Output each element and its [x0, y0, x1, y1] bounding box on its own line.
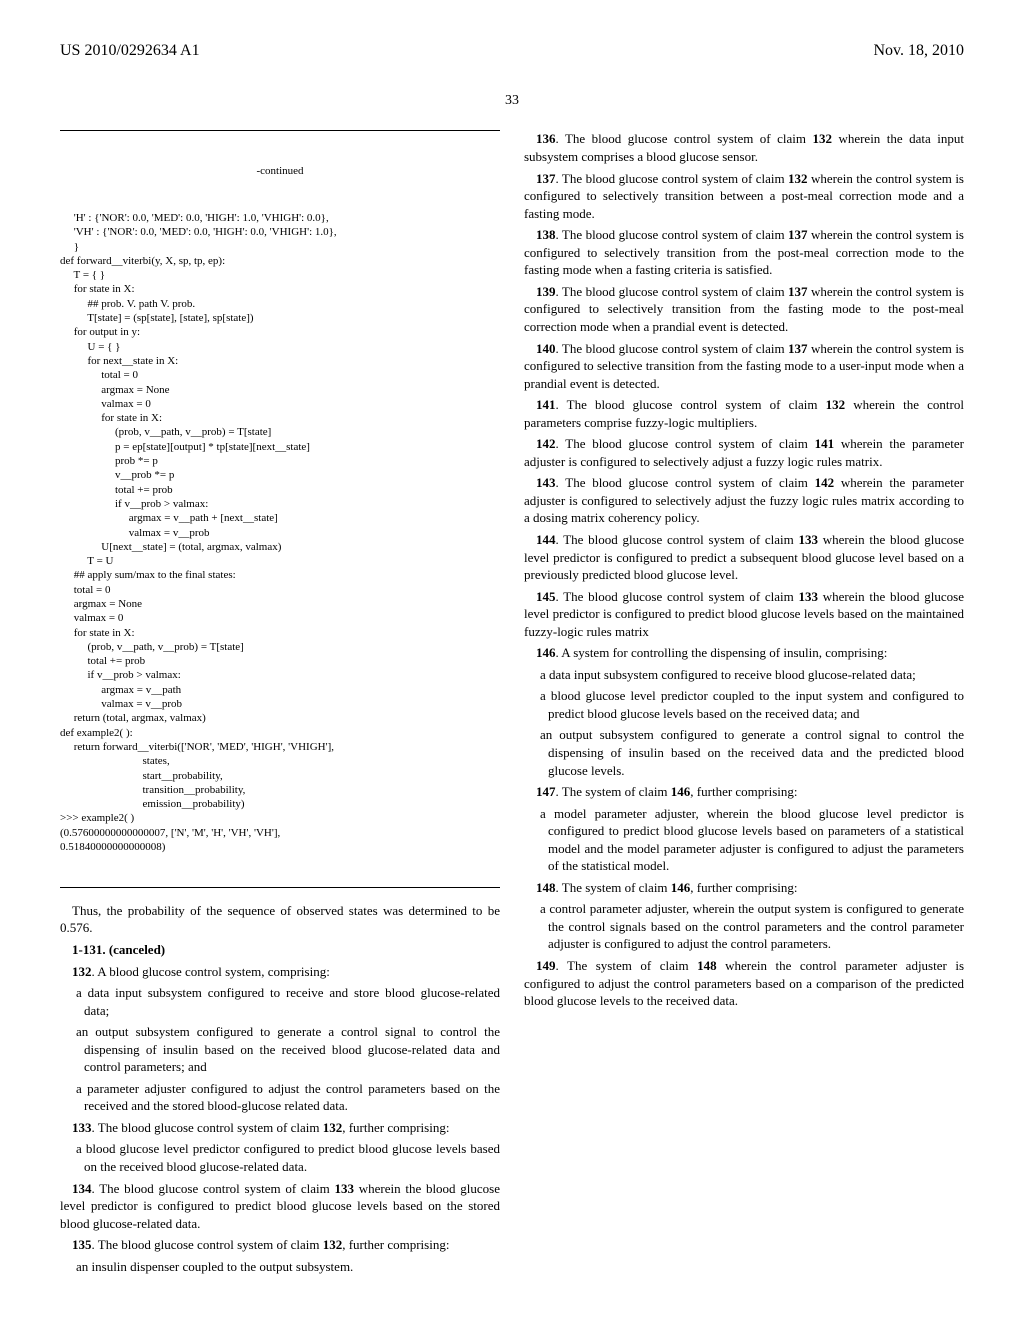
claim-138: 138. The blood glucose control system of…: [524, 226, 964, 279]
claim-137: 137. The blood glucose control system of…: [524, 170, 964, 223]
claim-136: 136. The blood glucose control system of…: [524, 130, 964, 165]
claim-148-sub-a: a control parameter adjuster, wherein th…: [524, 900, 964, 953]
claim-146-lead: 146. A system for controlling the dispen…: [524, 644, 964, 662]
claim-148-lead: 148. The system of claim 146, further co…: [524, 879, 964, 897]
claim-132-sub-b: an output subsystem configured to genera…: [60, 1023, 500, 1076]
claim-132-sub-c: a parameter adjuster configured to adjus…: [60, 1080, 500, 1115]
claim-1-131: 1-131. (canceled): [60, 941, 500, 959]
left-column: -continued 'H' : {'NOR': 0.0, 'MED': 0.0…: [60, 130, 500, 1279]
claim-144: 144. The blood glucose control system of…: [524, 531, 964, 584]
claim-147-lead: 147. The system of claim 146, further co…: [524, 783, 964, 801]
claim-145: 145. The blood glucose control system of…: [524, 588, 964, 641]
claim-146-sub-c: an output subsystem configured to genera…: [524, 726, 964, 779]
claim-147-sub-a: a model parameter adjuster, wherein the …: [524, 805, 964, 875]
claim-135-sub-a: an insulin dispenser coupled to the outp…: [60, 1258, 500, 1276]
two-column-layout: -continued 'H' : {'NOR': 0.0, 'MED': 0.0…: [60, 130, 964, 1279]
code-listing: -continued 'H' : {'NOR': 0.0, 'MED': 0.0…: [60, 130, 500, 887]
claim-135-lead: 135. The blood glucose control system of…: [60, 1236, 500, 1254]
claim-132-sub-a: a data input subsystem configured to rec…: [60, 984, 500, 1019]
claim-143: 143. The blood glucose control system of…: [524, 474, 964, 527]
publication-date: Nov. 18, 2010: [873, 40, 964, 62]
claim-133-sub-a: a blood glucose level predictor configur…: [60, 1140, 500, 1175]
conclusion-text: Thus, the probability of the sequence of…: [60, 902, 500, 937]
right-column: 136. The blood glucose control system of…: [524, 130, 964, 1279]
claim-132-lead: 132. A blood glucose control system, com…: [60, 963, 500, 981]
claim-140: 140. The blood glucose control system of…: [524, 340, 964, 393]
claim-146-sub-a: a data input subsystem configured to rec…: [524, 666, 964, 684]
claim-141: 141. The blood glucose control system of…: [524, 396, 964, 431]
claim-139: 139. The blood glucose control system of…: [524, 283, 964, 336]
continued-label: -continued: [60, 164, 500, 182]
page-header: US 2010/0292634 A1 Nov. 18, 2010: [60, 40, 964, 62]
page-number: 33: [60, 92, 964, 111]
publication-number: US 2010/0292634 A1: [60, 40, 200, 62]
claim-142: 142. The blood glucose control system of…: [524, 435, 964, 470]
claim-134: 134. The blood glucose control system of…: [60, 1180, 500, 1233]
claim-146-sub-b: a blood glucose level predictor coupled …: [524, 687, 964, 722]
code-body: 'H' : {'NOR': 0.0, 'MED': 0.0, 'HIGH': 1…: [60, 211, 500, 854]
claim-149: 149. The system of claim 148 wherein the…: [524, 957, 964, 1010]
claim-133-lead: 133. The blood glucose control system of…: [60, 1119, 500, 1137]
